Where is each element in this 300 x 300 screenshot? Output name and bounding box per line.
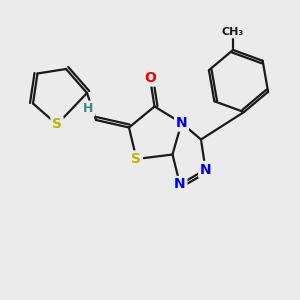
Text: N: N	[200, 163, 211, 176]
Text: CH₃: CH₃	[222, 27, 244, 37]
Text: S: S	[52, 118, 62, 131]
Text: N: N	[174, 178, 186, 191]
Text: H: H	[83, 102, 94, 115]
Text: N: N	[176, 116, 187, 130]
Text: S: S	[131, 152, 142, 166]
Text: O: O	[144, 71, 156, 85]
